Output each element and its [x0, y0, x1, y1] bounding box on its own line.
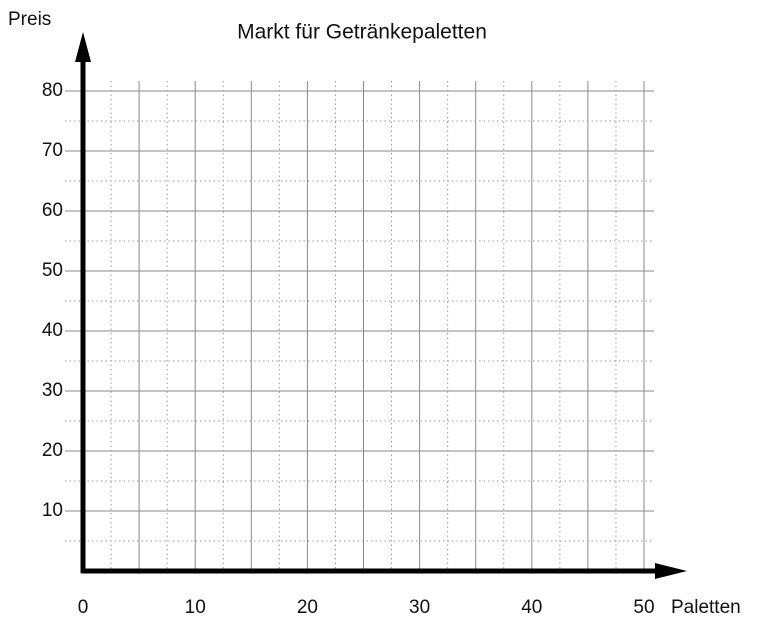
y-tick-label: 70 [42, 140, 63, 161]
chart-title: Markt für Getränkepaletten [237, 21, 487, 44]
y-tick-label: 80 [42, 80, 63, 101]
x-tick-label: 0 [78, 597, 89, 618]
y-axis-label: Preis [8, 9, 51, 30]
x-tick-label: 10 [185, 597, 206, 618]
y-tick-label: 50 [42, 260, 63, 281]
x-axis-arrow [655, 563, 687, 579]
y-tick-label: 60 [42, 200, 63, 221]
y-tick-label: 40 [42, 320, 63, 341]
x-tick-label: 30 [409, 597, 430, 618]
x-tick-label: 40 [521, 597, 542, 618]
x-tick-label: 50 [633, 597, 654, 618]
y-tick-label: 30 [42, 380, 63, 401]
x-tick-label: 20 [297, 597, 318, 618]
y-tick-label: 10 [42, 500, 63, 521]
x-axis-label: Paletten [671, 597, 741, 618]
y-axis-arrow [75, 32, 91, 62]
y-tick-label: 20 [42, 440, 63, 461]
